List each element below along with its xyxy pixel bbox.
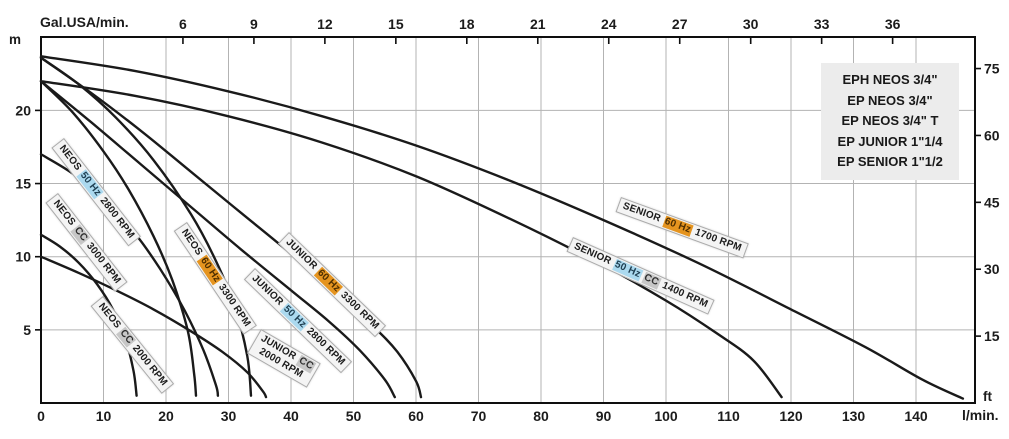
bottom-tick-label: 70 [471, 408, 487, 424]
bottom-axis-unit-label: l/min. [962, 407, 999, 423]
curve-neos-cc-2000 [39, 233, 138, 397]
legend-item-3: EP JUNIOR 1"1/4 [837, 133, 943, 149]
curves [39, 55, 965, 400]
top-tick-label: 36 [885, 16, 901, 32]
bottom-tick-label: 50 [346, 408, 362, 424]
top-tick-label: 24 [601, 16, 617, 32]
right-tick-label: 15 [984, 328, 1000, 344]
curve-neos-cc-3000 [39, 79, 198, 397]
bottom-tick-label: 90 [596, 408, 612, 424]
top-tick-label: 33 [814, 16, 830, 32]
top-tick-label: 21 [530, 16, 546, 32]
bottom-axis: 0 10 20 30 40 50 60 70 80 90 100 110 120 130 140 [37, 408, 928, 424]
top-tick-label: 18 [459, 16, 475, 32]
left-tick-label: 20 [15, 102, 31, 118]
curve-junior-cc-2000 [39, 255, 268, 399]
right-axis: 15 30 45 60 75 [975, 61, 1000, 344]
bottom-tick-label: 60 [408, 408, 424, 424]
curve-neos-60hz-3300 [39, 56, 253, 397]
top-tick-label: 27 [672, 16, 688, 32]
top-axis-label: Gal.USA/min. [40, 14, 129, 30]
legend-item-1: EP NEOS 3/4" [847, 92, 933, 108]
top-tick-label: 12 [317, 16, 333, 32]
right-tick-label: 60 [984, 127, 1000, 143]
right-tick-label: 45 [984, 194, 1000, 210]
left-tick-label: 5 [23, 322, 31, 338]
bottom-tick-label: 130 [842, 408, 866, 424]
top-tick-label: 30 [743, 16, 759, 32]
left-tick-label: 10 [15, 249, 31, 265]
bottom-tick-label: 20 [158, 408, 174, 424]
legend-item-0: EPH NEOS 3/4" [842, 72, 938, 87]
bottom-tick-label: 0 [37, 408, 45, 424]
bottom-tick-label: 110 [717, 408, 740, 424]
bottom-tick-label: 120 [779, 408, 803, 424]
curve-junior-50hz-2800 [39, 79, 396, 399]
bottom-tick-label: 30 [221, 408, 237, 424]
top-axis: 6 9 12 15 18 21 24 27 30 33 36 [179, 16, 901, 44]
bottom-tick-label: 40 [283, 408, 299, 424]
top-tick-label: 9 [250, 16, 258, 32]
top-tick-label: 6 [179, 16, 187, 32]
top-tick-label: 15 [388, 16, 404, 32]
bottom-tick-label: 10 [96, 408, 112, 424]
legend-box: EPH NEOS 3/4" EP NEOS 3/4" EP NEOS 3/4" T E… [821, 63, 959, 180]
curve-senior-60hz-1700 [39, 55, 965, 400]
bottom-tick-label: 140 [904, 408, 928, 424]
legend-item-2: EP NEOS 3/4" T [841, 113, 939, 128]
plot-frame [40, 36, 976, 404]
left-axis: 5 10 15 20 [15, 102, 41, 338]
curve-senior-50hz-cc-1400 [39, 79, 783, 399]
left-axis-unit-label: m [9, 32, 22, 47]
bottom-tick-label: 80 [533, 408, 549, 424]
right-tick-label: 30 [984, 261, 1000, 277]
left-tick-label: 15 [15, 176, 31, 192]
curve-junior-60hz-3300 [39, 56, 423, 399]
legend-item-4: EP SENIOR 1"1/2 [837, 154, 943, 169]
right-tick-label: 75 [984, 61, 1000, 77]
bottom-tick-label: 100 [654, 408, 678, 424]
right-axis-unit-label: ft [983, 389, 992, 404]
